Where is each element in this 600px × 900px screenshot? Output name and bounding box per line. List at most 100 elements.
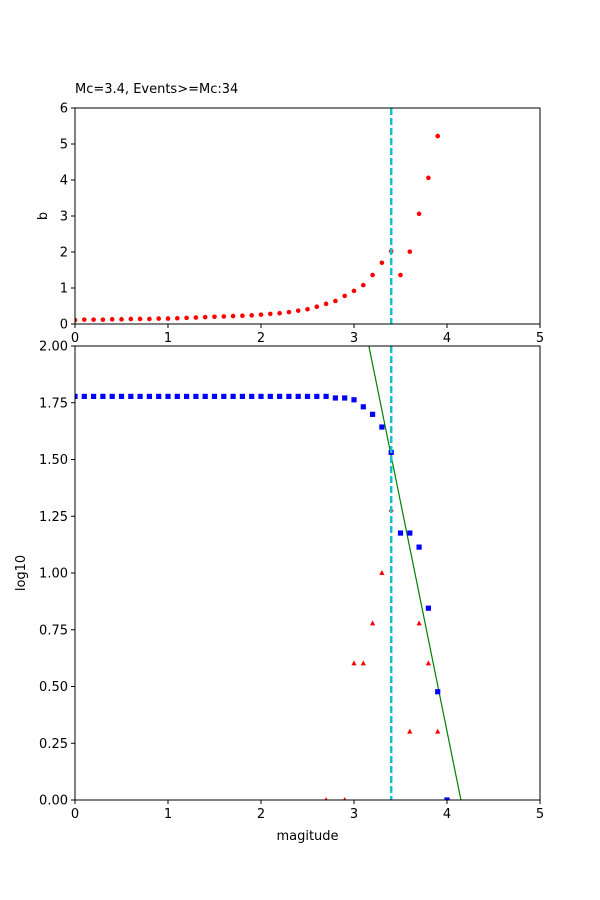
data-point-square	[109, 393, 115, 399]
data-point-triangle	[343, 797, 347, 800]
data-point-square	[397, 530, 404, 536]
data-point	[361, 282, 366, 288]
log-frequency-panel: 0 1 2 3 4 5 0.00 0.25 0.50 0.75 1.00 1.25 1.50 1.75 2.…	[14, 340, 544, 845]
x-tick-label: 1	[164, 331, 172, 346]
data-point-square	[156, 393, 162, 399]
x-tick-label: 5	[536, 807, 544, 822]
data-point	[342, 293, 348, 299]
data-point-square	[304, 393, 311, 399]
b-value-panel: 0 1 2 3 4 5 0 1 2 3 4 5 6 Mc=3.4, Events>=Mc:34 b	[36, 82, 544, 346]
y-tick-label: 0.75	[39, 623, 68, 638]
x-tick-label: 0	[71, 807, 79, 822]
data-point-square	[137, 393, 143, 399]
data-point	[212, 314, 217, 320]
data-point	[258, 312, 264, 317]
data-point	[351, 288, 357, 294]
data-point-square	[323, 393, 329, 399]
data-point-triangle	[435, 728, 441, 734]
data-point	[91, 317, 96, 322]
data-point	[165, 316, 171, 321]
data-point	[184, 315, 189, 321]
plot-content	[75, 346, 462, 800]
x-tick-label: 0	[71, 331, 79, 346]
x-tick-label: 3	[350, 331, 358, 346]
data-point	[370, 272, 375, 278]
y-tick-label: 1	[60, 282, 68, 297]
y-tick-label: 0	[60, 318, 68, 333]
x-tick-label: 3	[350, 807, 358, 822]
data-point	[379, 260, 385, 266]
data-point-triangle	[351, 660, 357, 666]
y-tick-label: 1.75	[39, 396, 68, 411]
data-point-square	[239, 393, 245, 399]
y-tick-label: 1.25	[39, 510, 68, 525]
data-point	[82, 317, 87, 322]
data-point	[305, 306, 310, 312]
y-tick-label: 2	[60, 246, 68, 261]
data-point	[277, 310, 282, 316]
data-point	[314, 304, 320, 310]
data-point	[435, 133, 441, 139]
data-point	[128, 316, 134, 322]
data-point-square	[146, 393, 152, 399]
y-tick-label: 6	[60, 102, 68, 117]
data-point-square	[286, 393, 292, 399]
data-point	[323, 301, 329, 307]
data-point	[230, 313, 236, 319]
data-point	[156, 316, 161, 321]
data-point-square	[407, 530, 413, 536]
data-point-square	[221, 393, 227, 399]
data-point-triangle	[425, 660, 431, 666]
data-point-square	[128, 393, 134, 399]
x-tick-label: 4	[443, 331, 451, 346]
data-point	[75, 317, 78, 323]
data-point-square	[230, 393, 236, 399]
data-point-square	[258, 393, 264, 399]
y-tick-label: 3	[60, 210, 68, 225]
plot-content	[75, 108, 441, 324]
data-point	[398, 272, 403, 278]
data-point-square	[202, 393, 208, 399]
data-point	[407, 249, 413, 254]
data-point-square	[360, 404, 366, 410]
data-point	[202, 314, 208, 320]
y-tick-label: 1.00	[39, 567, 68, 582]
data-point-square	[184, 393, 190, 399]
y-tick-label: 0.50	[39, 680, 68, 695]
data-point-square	[295, 393, 301, 399]
data-point	[221, 314, 227, 319]
data-point	[295, 308, 301, 313]
data-point-square	[332, 395, 338, 401]
data-point-triangle	[379, 570, 385, 575]
fit-line	[368, 346, 462, 800]
data-point-square	[277, 393, 283, 399]
data-point-square	[91, 393, 97, 399]
y-tick-label: 0.00	[39, 794, 68, 809]
x-axis-label: magitude	[276, 829, 338, 844]
data-point-square	[435, 689, 441, 695]
data-point-square	[100, 393, 106, 399]
data-point	[137, 316, 143, 322]
data-point-triangle	[370, 620, 376, 626]
data-point	[119, 317, 124, 322]
data-point-square	[416, 544, 422, 550]
x-tick-label: 1	[164, 807, 172, 822]
data-point	[249, 313, 254, 318]
data-point	[193, 315, 199, 320]
data-point	[175, 315, 180, 321]
data-point	[333, 298, 338, 304]
data-point-square	[174, 393, 180, 399]
data-point-square	[249, 393, 255, 399]
data-point-square	[267, 393, 273, 399]
x-tick-label: 5	[536, 331, 544, 346]
data-point	[286, 309, 292, 315]
data-point-square	[165, 393, 171, 399]
data-point	[416, 211, 422, 217]
data-point-square	[351, 397, 357, 403]
data-point-triangle	[324, 797, 328, 800]
data-point	[147, 316, 152, 322]
data-point	[426, 175, 431, 181]
x-tick-label: 2	[257, 807, 265, 822]
y-tick-label: 5	[60, 138, 68, 153]
